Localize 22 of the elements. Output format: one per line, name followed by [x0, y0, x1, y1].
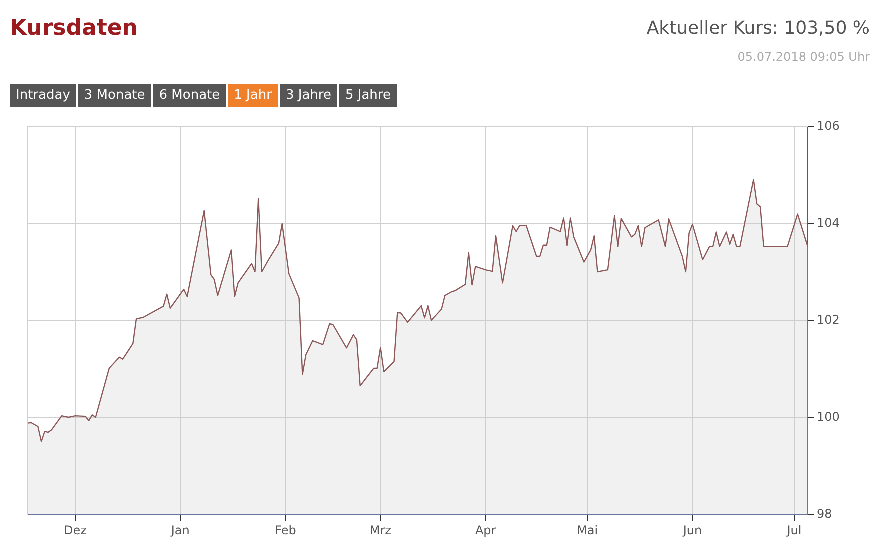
- text: 3 Monate: [78, 84, 152, 107]
- text: 05.07.2018 09:05 Uhr: [738, 50, 870, 64]
- y-tick-label: 102: [817, 313, 840, 328]
- y-tick-label: 100: [817, 410, 840, 424]
- x-tick-label: Feb: [275, 523, 296, 538]
- x-tick-label: Dez: [64, 523, 87, 538]
- chart-title: Kursdaten: [10, 16, 138, 41]
- y-tick-label: 98: [817, 507, 832, 522]
- y-tick-label: 104: [817, 216, 840, 230]
- y-tick-label: 106: [817, 119, 840, 134]
- x-tick-label: Jan: [170, 523, 190, 538]
- text: Intraday: [10, 84, 76, 107]
- x-tick-label: Jun: [682, 523, 702, 538]
- x-tick-label: Mai: [577, 523, 598, 538]
- chart-subtitle: Aktueller Kurs: 103,50 %: [646, 18, 870, 39]
- text: 1 Jahr: [228, 84, 278, 107]
- text: 3 Jahre: [280, 84, 338, 107]
- text: 5 Jahre: [339, 84, 397, 107]
- x-tick-label: Jul: [786, 523, 802, 538]
- x-tick-label: Apr: [475, 523, 496, 538]
- text: 6 Monate: [153, 84, 226, 107]
- x-tick-label: Mrz: [370, 523, 392, 538]
